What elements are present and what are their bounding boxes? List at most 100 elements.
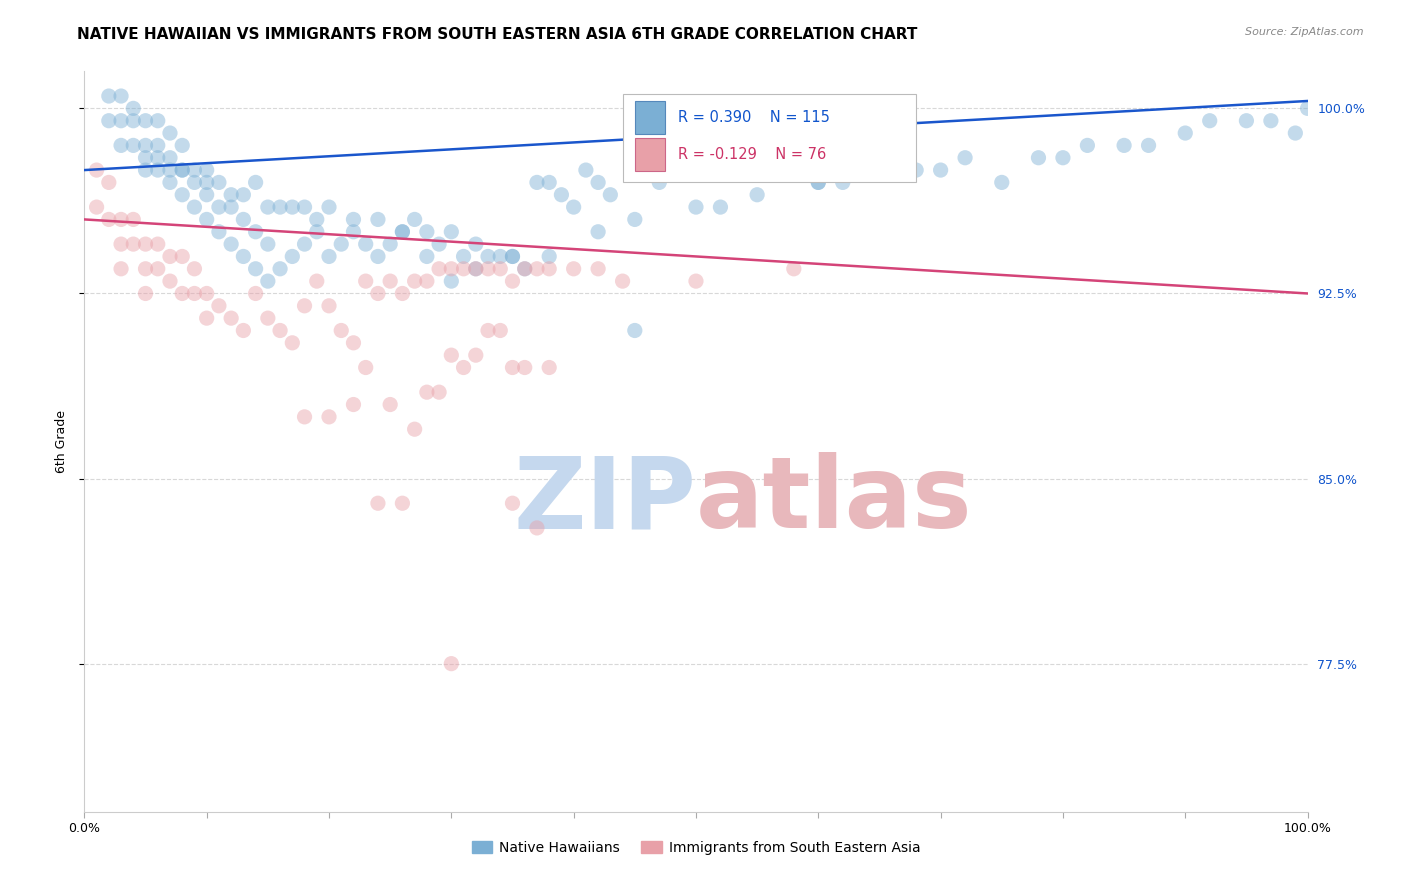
Point: [489, 323, 512, 337]
Point: [953, 151, 976, 165]
Point: [747, 187, 769, 202]
Point: [502, 274, 524, 288]
Point: [562, 200, 585, 214]
Point: [538, 360, 561, 375]
Point: [183, 286, 205, 301]
Point: [416, 249, 439, 263]
Point: [245, 175, 267, 189]
Point: [110, 89, 132, 103]
Point: [427, 237, 450, 252]
Point: [86, 163, 108, 178]
Point: [146, 151, 169, 165]
Point: [146, 113, 169, 128]
Point: [281, 200, 304, 214]
Point: [929, 163, 952, 178]
Point: [146, 237, 169, 252]
Point: [159, 126, 181, 140]
Point: [146, 138, 169, 153]
Point: [404, 274, 426, 288]
Point: [318, 299, 340, 313]
Point: [427, 261, 450, 276]
Point: [232, 212, 254, 227]
Point: [685, 163, 707, 178]
Point: [318, 200, 340, 214]
Point: [110, 237, 132, 252]
Point: [807, 175, 830, 189]
Point: [1284, 126, 1306, 140]
Point: [183, 175, 205, 189]
Point: [367, 496, 389, 510]
Point: [1052, 151, 1074, 165]
Point: [440, 348, 463, 362]
Point: [367, 249, 389, 263]
Point: [1296, 101, 1319, 115]
Point: [172, 187, 194, 202]
Point: [367, 212, 389, 227]
Point: [477, 261, 499, 276]
Point: [464, 348, 486, 362]
Point: [367, 286, 389, 301]
Point: [685, 200, 707, 214]
Point: [453, 360, 475, 375]
Point: [1076, 138, 1098, 153]
Point: [135, 286, 157, 301]
Point: [245, 261, 267, 276]
Point: [513, 360, 536, 375]
Point: [97, 175, 120, 189]
Point: [538, 249, 561, 263]
Point: [135, 113, 157, 128]
Point: [159, 249, 181, 263]
Point: [159, 151, 181, 165]
Point: [612, 274, 634, 288]
Point: [502, 360, 524, 375]
Point: [183, 163, 205, 178]
Point: [575, 163, 598, 178]
Point: [342, 397, 364, 411]
Point: [135, 151, 157, 165]
Point: [783, 261, 806, 276]
Point: [195, 175, 218, 189]
Point: [513, 261, 536, 276]
Point: [905, 163, 928, 178]
Point: [208, 175, 231, 189]
Point: [195, 212, 218, 227]
Point: [269, 200, 291, 214]
Point: [1137, 138, 1160, 153]
Text: NATIVE HAWAIIAN VS IMMIGRANTS FROM SOUTH EASTERN ASIA 6TH GRADE CORRELATION CHAR: NATIVE HAWAIIAN VS IMMIGRANTS FROM SOUTH…: [77, 27, 918, 42]
Point: [294, 299, 316, 313]
Point: [489, 249, 512, 263]
Point: [477, 249, 499, 263]
Point: [122, 101, 145, 115]
Point: [195, 311, 218, 326]
Point: [502, 249, 524, 263]
Point: [526, 175, 548, 189]
Point: [380, 237, 402, 252]
Point: [354, 274, 377, 288]
Point: [624, 212, 647, 227]
Point: [502, 496, 524, 510]
Point: [330, 237, 353, 252]
Point: [453, 249, 475, 263]
Text: ZIP: ZIP: [513, 452, 696, 549]
Point: [586, 261, 609, 276]
Point: [416, 385, 439, 400]
Point: [135, 261, 157, 276]
Point: [305, 225, 328, 239]
FancyBboxPatch shape: [636, 138, 665, 171]
Point: [172, 163, 194, 178]
Point: [685, 274, 707, 288]
Point: [427, 385, 450, 400]
Legend: Native Hawaiians, Immigrants from South Eastern Asia: Native Hawaiians, Immigrants from South …: [465, 835, 927, 860]
Point: [172, 138, 194, 153]
Point: [1114, 138, 1136, 153]
Point: [269, 323, 291, 337]
Point: [110, 113, 132, 128]
Point: [97, 89, 120, 103]
Point: [440, 225, 463, 239]
Point: [464, 261, 486, 276]
Point: [135, 163, 157, 178]
Point: [159, 175, 181, 189]
Point: [257, 237, 280, 252]
FancyBboxPatch shape: [636, 101, 665, 135]
Point: [219, 200, 242, 214]
